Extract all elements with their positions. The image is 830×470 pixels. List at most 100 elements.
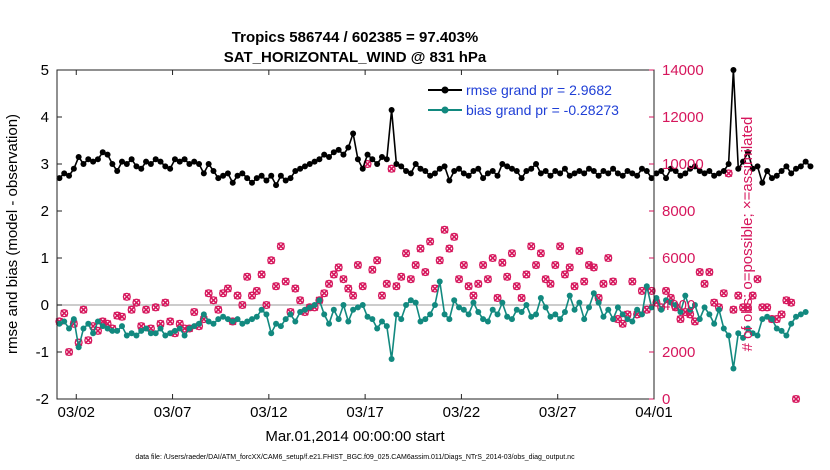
rmse-point bbox=[523, 168, 530, 175]
obs-possible-marker bbox=[787, 298, 796, 307]
rmse-point bbox=[407, 170, 414, 177]
bias-point bbox=[210, 320, 217, 327]
obs-possible-marker bbox=[479, 260, 488, 270]
bias-point bbox=[460, 306, 467, 313]
bias-point bbox=[138, 327, 145, 334]
bias-point bbox=[407, 297, 414, 304]
rmse-point bbox=[359, 165, 366, 172]
bias-point bbox=[552, 311, 559, 318]
bias-point bbox=[778, 327, 785, 334]
obs-possible-marker bbox=[440, 225, 449, 234]
obs-possible-marker bbox=[426, 237, 435, 246]
obs-assimilated-marker bbox=[609, 277, 617, 286]
obs-assimilated-marker bbox=[84, 336, 93, 345]
x-axis-label: Mar.01,2014 00:00:00 start bbox=[265, 428, 445, 445]
rmse-point bbox=[123, 161, 130, 167]
obs-possible-marker bbox=[435, 256, 444, 265]
obs-possible-marker bbox=[469, 291, 478, 300]
obs-possible-marker bbox=[276, 242, 285, 251]
obs-assimilated-marker bbox=[662, 287, 670, 295]
bias-point bbox=[171, 327, 178, 334]
obs-possible-marker bbox=[498, 258, 507, 267]
bias-point bbox=[118, 323, 125, 330]
obs-assimilated-marker bbox=[792, 395, 800, 403]
bias-point bbox=[326, 320, 333, 327]
bias-point bbox=[557, 316, 564, 323]
bias-point bbox=[504, 313, 511, 320]
obs-assimilated-marker bbox=[378, 291, 386, 300]
bias-point bbox=[610, 316, 617, 323]
rmse-point bbox=[764, 168, 771, 175]
obs-possible-marker bbox=[272, 282, 281, 291]
obs-assimilated-marker bbox=[460, 261, 468, 269]
bias-point bbox=[547, 313, 554, 320]
obs-assimilated-marker bbox=[734, 291, 743, 300]
obs-assimilated-marker bbox=[209, 296, 218, 305]
obs-assimilated-marker bbox=[628, 277, 637, 286]
bias-point bbox=[200, 311, 207, 318]
rmse-point bbox=[610, 165, 617, 172]
obs-possible-marker bbox=[791, 394, 801, 404]
rmse-point bbox=[470, 168, 477, 175]
obs-possible-marker bbox=[243, 272, 252, 281]
rmse-point bbox=[374, 161, 381, 167]
rmse-point bbox=[364, 151, 371, 158]
obs-assimilated-marker bbox=[142, 305, 150, 314]
obs-assimilated-marker bbox=[60, 309, 68, 317]
bias-point bbox=[229, 318, 236, 325]
legend-box bbox=[425, 80, 647, 122]
obs-possible-marker bbox=[758, 303, 767, 312]
obs-possible-marker bbox=[474, 279, 483, 288]
legend-rmse-label: rmse grand pr = 2.9682 bbox=[466, 82, 612, 98]
rmse-point bbox=[248, 179, 255, 186]
rmse-point bbox=[181, 156, 188, 163]
bias-point bbox=[619, 311, 626, 318]
rmse-point bbox=[436, 165, 443, 172]
x-tick-label: 03/17 bbox=[346, 404, 384, 421]
rmse-point bbox=[431, 170, 438, 177]
rmse-point bbox=[561, 165, 568, 172]
bias-point bbox=[653, 294, 660, 301]
rmse-point bbox=[311, 158, 318, 165]
obs-possible-marker bbox=[267, 256, 276, 265]
bias-point bbox=[152, 330, 159, 337]
bias-point bbox=[802, 309, 809, 316]
bias-point bbox=[239, 320, 246, 327]
obs-possible-marker bbox=[719, 289, 728, 298]
obs-assimilated-marker bbox=[383, 280, 391, 288]
bias-point bbox=[586, 304, 593, 311]
rmse-point bbox=[417, 165, 424, 172]
bias-point bbox=[181, 332, 188, 339]
bias-point bbox=[99, 323, 106, 330]
x-tick-label: 04/01 bbox=[635, 404, 673, 421]
rmse-point bbox=[456, 165, 463, 172]
rmse-point bbox=[118, 158, 125, 165]
obs-assimilated-marker bbox=[426, 237, 434, 246]
rmse-point bbox=[778, 168, 785, 175]
rmse-point bbox=[383, 156, 390, 163]
obs-assimilated-marker bbox=[397, 273, 406, 281]
obs-assimilated-marker bbox=[508, 249, 516, 258]
bias-point bbox=[484, 318, 491, 325]
bias-point bbox=[648, 304, 655, 311]
obs-assimilated-marker bbox=[277, 242, 285, 251]
obs-possible-marker bbox=[541, 275, 550, 284]
y-tick-label: 5 bbox=[41, 62, 49, 79]
bias-point bbox=[162, 332, 169, 339]
obs-assimilated-marker bbox=[787, 298, 795, 307]
bias-point bbox=[196, 320, 203, 327]
bias-point bbox=[643, 283, 650, 290]
bias-point bbox=[797, 311, 804, 318]
rmse-point bbox=[807, 163, 814, 170]
rmse-point bbox=[128, 156, 135, 163]
obs-assimilated-marker bbox=[748, 291, 757, 300]
bias-point bbox=[90, 330, 97, 337]
data-file-footer: data file: /Users/raeder/DAI/ATM_forcXX/… bbox=[135, 454, 575, 461]
obs-assimilated-marker bbox=[720, 289, 728, 298]
obs-possible-marker bbox=[676, 315, 685, 324]
obs-assimilated-marker bbox=[537, 249, 545, 258]
obs-assimilated-marker bbox=[79, 305, 88, 314]
obs-possible-marker bbox=[450, 232, 459, 241]
obs-possible-marker bbox=[705, 268, 714, 277]
obs-assimilated-marker bbox=[272, 282, 280, 290]
